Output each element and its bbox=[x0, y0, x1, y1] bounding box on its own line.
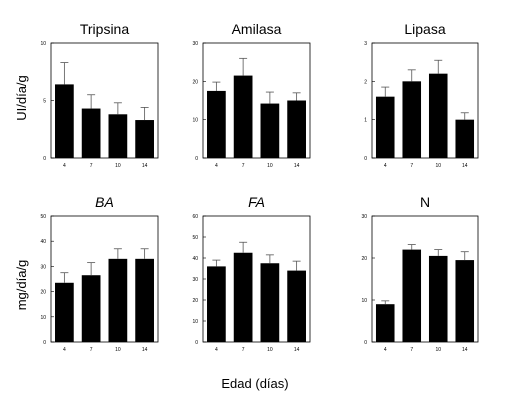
bar bbox=[233, 75, 253, 158]
x-tick-label: 10 bbox=[115, 347, 121, 353]
x-tick-label: 4 bbox=[215, 163, 218, 169]
panel-title: Amilasa bbox=[232, 21, 282, 37]
x-tick-label: 14 bbox=[294, 347, 300, 353]
x-tick-label: 14 bbox=[142, 163, 148, 169]
y-tick-label: 30 bbox=[192, 277, 198, 283]
bar bbox=[402, 249, 422, 342]
bar bbox=[375, 304, 395, 342]
x-tick-label: 10 bbox=[435, 347, 441, 353]
plot-frame bbox=[371, 42, 479, 159]
plot-frame bbox=[50, 215, 159, 343]
panel-3: Lipasa 0 1 2 3 4 7 10 14 bbox=[364, 21, 479, 169]
panel-2: Amilasa 0 10 20 30 4 7 10 14 bbox=[192, 21, 311, 169]
panel-title: Tripsina bbox=[80, 21, 129, 37]
plot-frame bbox=[371, 215, 479, 343]
bar bbox=[455, 260, 475, 342]
bar bbox=[428, 255, 448, 342]
y-tick-label: 5 bbox=[43, 99, 46, 105]
bar bbox=[81, 108, 101, 158]
y-tick-label: 10 bbox=[192, 118, 198, 124]
plot-frame bbox=[202, 42, 311, 159]
bar bbox=[233, 252, 253, 342]
x-tick-label: 10 bbox=[267, 347, 273, 353]
x-tick-label: 14 bbox=[142, 347, 148, 353]
bar bbox=[287, 270, 306, 342]
x-tick-label: 10 bbox=[435, 163, 441, 169]
bar bbox=[55, 282, 74, 342]
y-tick-label: 0 bbox=[364, 156, 367, 162]
bar bbox=[135, 120, 154, 158]
y-tick-label: 10 bbox=[361, 298, 367, 304]
y-tick-label: 50 bbox=[192, 235, 198, 241]
bar bbox=[260, 263, 280, 342]
x-tick-label: 4 bbox=[384, 163, 387, 169]
x-tick-label: 4 bbox=[63, 347, 66, 353]
y-tick-label: 10 bbox=[40, 41, 46, 47]
x-tick-label: 4 bbox=[63, 163, 66, 169]
panel-title: FA bbox=[248, 194, 265, 210]
x-tick-label: 7 bbox=[90, 347, 93, 353]
y-tick-label: 30 bbox=[192, 41, 198, 47]
y-tick-label: 3 bbox=[364, 41, 367, 47]
y-tick-label: 20 bbox=[192, 298, 198, 304]
y-axis-label-bottom: mg/día/g bbox=[14, 260, 29, 311]
bar bbox=[55, 84, 74, 158]
y-tick-label: 60 bbox=[192, 214, 198, 220]
y-tick-label: 30 bbox=[40, 264, 46, 270]
y-tick-label: 20 bbox=[40, 290, 46, 296]
x-tick-label: 7 bbox=[410, 163, 413, 169]
bar bbox=[108, 258, 128, 342]
x-tick-label: 14 bbox=[294, 163, 300, 169]
bar bbox=[207, 266, 226, 342]
y-tick-label: 0 bbox=[364, 340, 367, 346]
bar bbox=[428, 73, 448, 158]
y-tick-label: 40 bbox=[192, 256, 198, 262]
x-tick-label: 7 bbox=[242, 347, 245, 353]
bar bbox=[375, 96, 395, 158]
bar bbox=[402, 81, 422, 158]
y-tick-label: 30 bbox=[361, 214, 367, 220]
x-tick-label: 10 bbox=[115, 163, 121, 169]
x-tick-label: 10 bbox=[267, 163, 273, 169]
x-tick-label: 7 bbox=[242, 163, 245, 169]
bar bbox=[287, 100, 306, 158]
bar bbox=[81, 275, 101, 342]
bar bbox=[260, 103, 280, 158]
panel-title: N bbox=[420, 194, 430, 210]
bar bbox=[108, 114, 128, 158]
bar bbox=[207, 90, 226, 158]
y-tick-label: 2 bbox=[364, 79, 367, 85]
x-tick-label: 14 bbox=[462, 347, 468, 353]
x-tick-label: 14 bbox=[462, 163, 468, 169]
x-tick-label: 4 bbox=[384, 347, 387, 353]
y-tick-label: 40 bbox=[40, 239, 46, 245]
y-tick-label: 0 bbox=[43, 156, 46, 162]
bar bbox=[135, 258, 154, 342]
x-tick-label: 7 bbox=[410, 347, 413, 353]
x-tick-label: 4 bbox=[215, 347, 218, 353]
y-tick-label: 0 bbox=[195, 156, 198, 162]
panel-5: FA 0 10 20 30 40 50 60 4 7 10 14 bbox=[192, 194, 311, 353]
panel-6: N 0 10 20 30 4 7 10 14 bbox=[361, 194, 479, 353]
y-tick-label: 50 bbox=[40, 214, 46, 220]
y-axis-label-top: UI/día/g bbox=[14, 75, 29, 121]
panel-title: Lipasa bbox=[404, 21, 445, 37]
y-tick-label: 0 bbox=[195, 340, 198, 346]
y-tick-label: 0 bbox=[43, 340, 46, 346]
y-tick-label: 1 bbox=[364, 118, 367, 124]
x-tick-label: 7 bbox=[90, 163, 93, 169]
y-tick-label: 10 bbox=[192, 319, 198, 325]
bar bbox=[455, 119, 475, 158]
y-tick-label: 20 bbox=[192, 79, 198, 85]
panel-title: BA bbox=[95, 194, 114, 210]
x-axis-label: Edad (días) bbox=[221, 376, 288, 391]
y-tick-label: 10 bbox=[40, 315, 46, 321]
panel-1: Tripsina 0 5 10 4 7 10 14 bbox=[40, 21, 159, 169]
panel-4: BA 0 10 20 30 40 50 4 7 10 14 bbox=[40, 194, 159, 353]
y-tick-label: 20 bbox=[361, 256, 367, 262]
